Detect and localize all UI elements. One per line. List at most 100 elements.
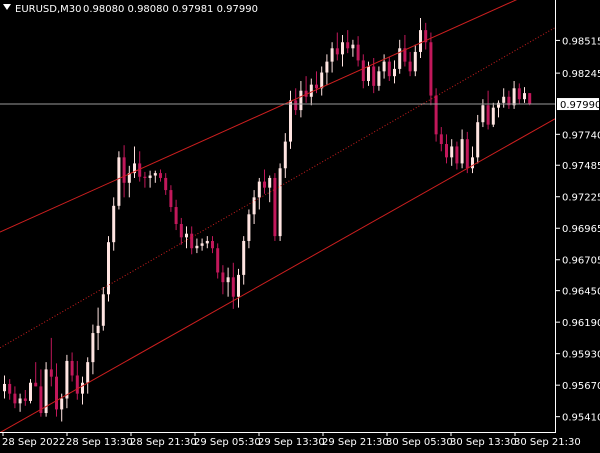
candle-body (127, 173, 131, 183)
candle (356, 36, 360, 67)
candle-body (294, 100, 298, 111)
candle-body (13, 393, 17, 404)
candle-body (49, 369, 53, 377)
candle (133, 146, 136, 178)
candle (517, 83, 521, 105)
candle (242, 236, 246, 285)
candle-body (273, 177, 277, 237)
candle-body (341, 42, 344, 55)
ohlc-values: 0.98080 0.98080 0.97981 0.97990 (83, 4, 258, 15)
candle-body (413, 51, 417, 72)
candle-body (169, 190, 173, 208)
candle (476, 114, 480, 164)
channel-lower-line (0, 118, 556, 433)
price-tick-label: 0.95670 (562, 381, 600, 392)
candle-body (419, 30, 422, 52)
candle-body (507, 96, 511, 106)
candle-body (460, 139, 464, 164)
candle (143, 171, 147, 188)
candle-body (164, 177, 168, 191)
candle (403, 34, 407, 67)
price-tick-label: 0.97225 (562, 193, 600, 204)
candle-body (476, 122, 480, 158)
candle-body (346, 42, 350, 49)
candle (289, 90, 292, 149)
candle-body (450, 146, 454, 158)
candle-body (231, 277, 235, 297)
candle (455, 141, 459, 170)
candle-body (398, 48, 402, 69)
candle (424, 22, 428, 50)
candle (18, 393, 22, 412)
candle (367, 61, 370, 86)
candle (512, 81, 516, 109)
candle-body (335, 48, 339, 55)
candle (247, 209, 251, 249)
candle-body (65, 360, 69, 399)
candle (434, 88, 438, 142)
price-tick-label: 0.97485 (562, 161, 600, 172)
candle-body (153, 173, 157, 176)
candle (471, 146, 474, 174)
candle (122, 145, 126, 198)
candle-body (44, 369, 48, 414)
candle-body (190, 233, 194, 249)
candle (523, 87, 526, 103)
candle (169, 185, 173, 212)
current-price-label: 0.97990 (560, 100, 600, 111)
candle-body (424, 30, 428, 43)
candle-body (528, 93, 532, 105)
price-axis[interactable]: 0.98515 0.98245 0.97740 0.97485 0.97225 0.969… (556, 36, 600, 424)
candle-body (455, 146, 459, 164)
candle (34, 362, 38, 387)
candle-body (330, 48, 334, 62)
candle-body (382, 61, 386, 72)
candle (419, 18, 422, 58)
candle-body (387, 61, 391, 77)
candle (23, 390, 27, 406)
candle-body (403, 48, 407, 62)
candle (507, 90, 511, 109)
candle (107, 236, 110, 302)
candle (226, 267, 230, 297)
candle (283, 133, 287, 178)
time-tick-label: 30 Sep 13:30 (450, 437, 517, 448)
candle (70, 352, 74, 382)
candle (96, 307, 100, 351)
candle-body (299, 90, 303, 111)
candle-body (81, 382, 84, 394)
candle-body (278, 168, 282, 237)
candle (200, 238, 204, 251)
symbol-timeframe: EURUSD,M30 (15, 4, 81, 15)
channel-middle-line (0, 27, 556, 349)
price-tick-label: 0.96190 (562, 318, 600, 329)
candle-body (200, 243, 204, 246)
candle (481, 99, 485, 128)
candles-layer (3, 18, 532, 422)
triangle-down-icon[interactable] (3, 4, 11, 10)
candle (91, 324, 95, 375)
candle-body (122, 157, 126, 183)
candle (439, 127, 443, 152)
candle (205, 236, 209, 249)
candle (65, 354, 69, 409)
candle (299, 81, 303, 118)
candle (55, 363, 58, 417)
candle (252, 190, 256, 224)
candle-body (195, 245, 199, 249)
candle-body (117, 157, 121, 206)
candle (341, 34, 344, 67)
candle-body (237, 274, 240, 297)
candle-body (39, 386, 43, 414)
candle (117, 151, 121, 210)
candle (29, 379, 32, 404)
candle-body (304, 90, 308, 97)
candle-body (96, 325, 100, 334)
candle (153, 170, 157, 183)
candle-body (315, 84, 318, 89)
time-tick-label: 28 Sep 13:30 (66, 437, 133, 448)
candle (174, 199, 178, 231)
